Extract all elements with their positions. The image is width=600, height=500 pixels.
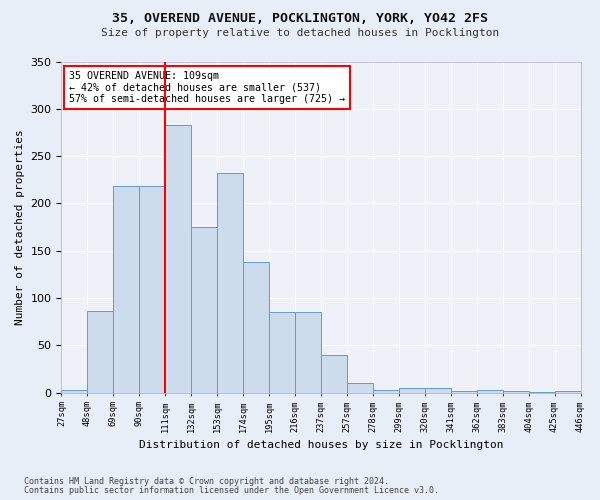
Text: 35, OVEREND AVENUE, POCKLINGTON, YORK, YO42 2FS: 35, OVEREND AVENUE, POCKLINGTON, YORK, Y… xyxy=(112,12,488,26)
Bar xyxy=(191,227,217,392)
Bar xyxy=(503,390,529,392)
Bar xyxy=(139,186,165,392)
Y-axis label: Number of detached properties: Number of detached properties xyxy=(15,129,25,325)
Bar xyxy=(321,354,347,393)
Bar xyxy=(269,312,295,392)
Text: Contains HM Land Registry data © Crown copyright and database right 2024.: Contains HM Land Registry data © Crown c… xyxy=(24,477,389,486)
X-axis label: Distribution of detached houses by size in Pocklington: Distribution of detached houses by size … xyxy=(139,440,503,450)
Bar xyxy=(347,383,373,392)
Text: Size of property relative to detached houses in Pocklington: Size of property relative to detached ho… xyxy=(101,28,499,38)
Bar xyxy=(165,125,191,392)
Text: Contains public sector information licensed under the Open Government Licence v3: Contains public sector information licen… xyxy=(24,486,439,495)
Bar xyxy=(451,390,476,392)
Bar xyxy=(295,312,321,392)
Bar xyxy=(243,262,269,392)
Bar xyxy=(113,186,139,392)
Bar xyxy=(554,390,581,392)
Bar xyxy=(476,390,503,392)
Text: 35 OVEREND AVENUE: 109sqm
← 42% of detached houses are smaller (537)
57% of semi: 35 OVEREND AVENUE: 109sqm ← 42% of detac… xyxy=(69,71,345,104)
Bar xyxy=(61,390,88,392)
Bar xyxy=(425,388,451,392)
Bar xyxy=(88,311,113,392)
Bar xyxy=(217,173,243,392)
Bar xyxy=(399,388,425,392)
Bar xyxy=(373,390,399,392)
